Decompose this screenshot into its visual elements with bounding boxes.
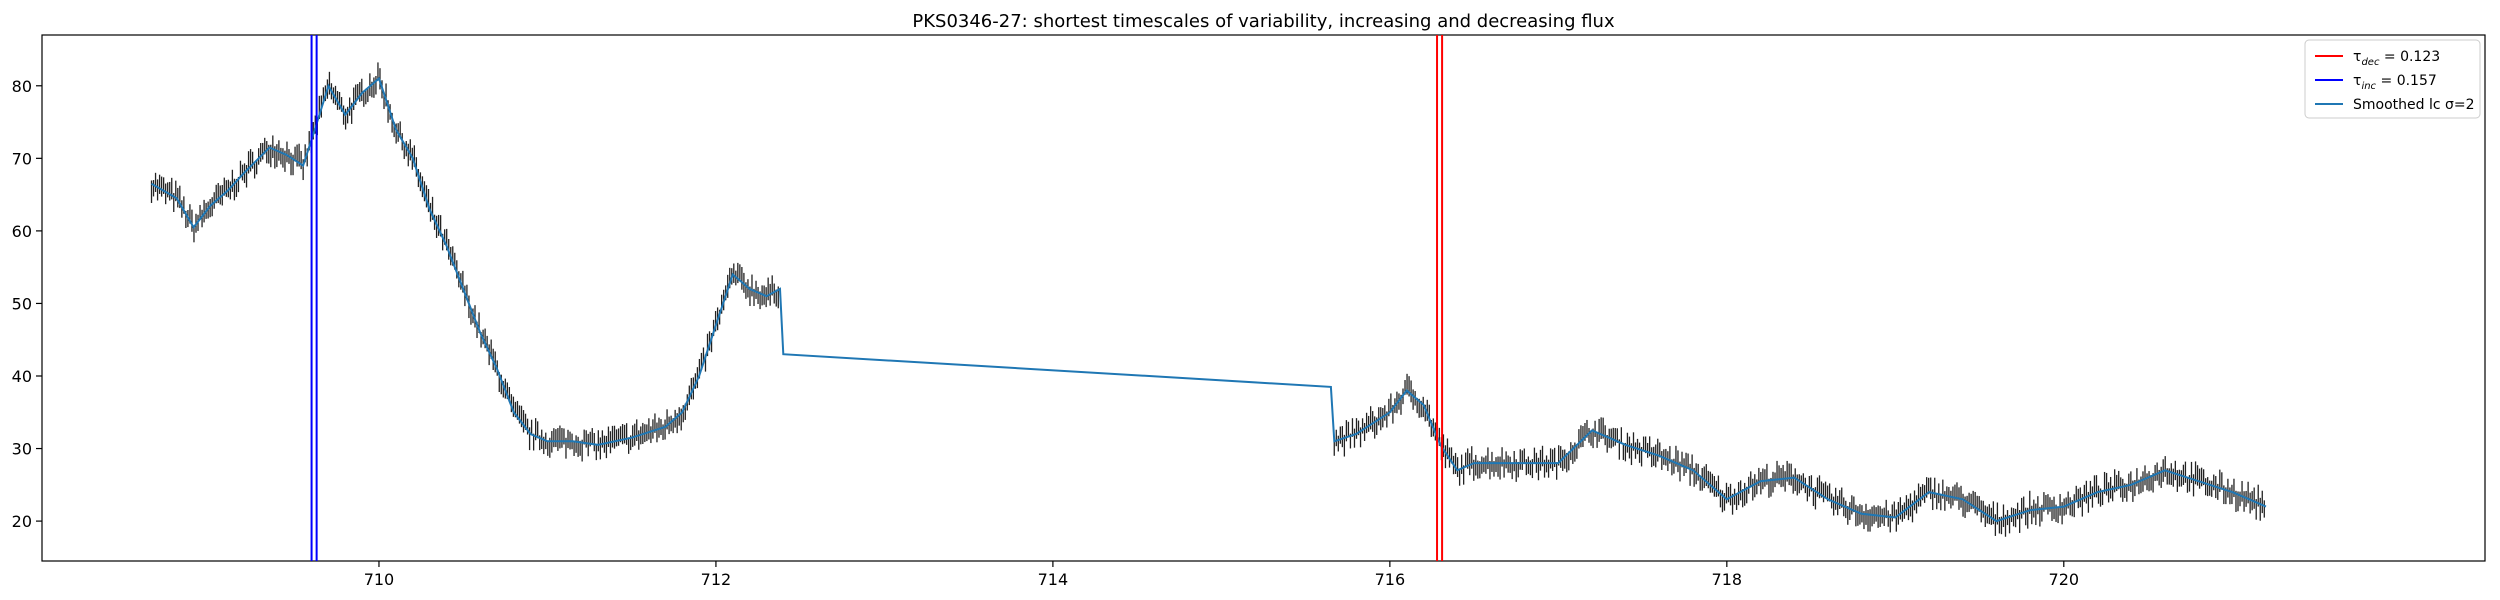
- chart-title: PKS0346-27: shortest timescales of varia…: [912, 11, 1615, 32]
- legend-label: Smoothed lc σ=2: [2353, 97, 2475, 113]
- variability-lines: [310, 35, 1444, 561]
- legend-label: τdec = 0.123: [2353, 49, 2440, 68]
- x-tick-label: 718: [1712, 570, 1743, 589]
- y-tick-label: 80: [12, 77, 32, 96]
- x-tick-label: 716: [1375, 570, 1406, 589]
- y-tick-label: 20: [12, 512, 32, 531]
- smoothed-lines: [151, 76, 2267, 523]
- y-tick-label: 30: [12, 440, 32, 459]
- axes: 710 712 714 716 718 720 20 30 40 50 60 70 80: [12, 77, 2079, 589]
- legend-label: τinc = 0.157: [2353, 73, 2437, 92]
- x-tick-label: 710: [364, 570, 395, 589]
- smoothed-lc-line: [151, 76, 2267, 523]
- legend-box: [2304, 39, 2481, 119]
- y-tick-label: 40: [12, 367, 32, 386]
- legend: τdec = 0.123 τinc = 0.157 Smoothed lc σ=2: [2304, 39, 2481, 119]
- y-tick-label: 60: [12, 222, 32, 241]
- x-tick-label: 720: [2049, 570, 2080, 589]
- plot-area: [41, 34, 2486, 562]
- x-tick-label: 712: [701, 570, 732, 589]
- y-tick-label: 50: [12, 294, 32, 313]
- x-tick-label: 714: [1038, 570, 1069, 589]
- y-tick-label: 70: [12, 149, 32, 168]
